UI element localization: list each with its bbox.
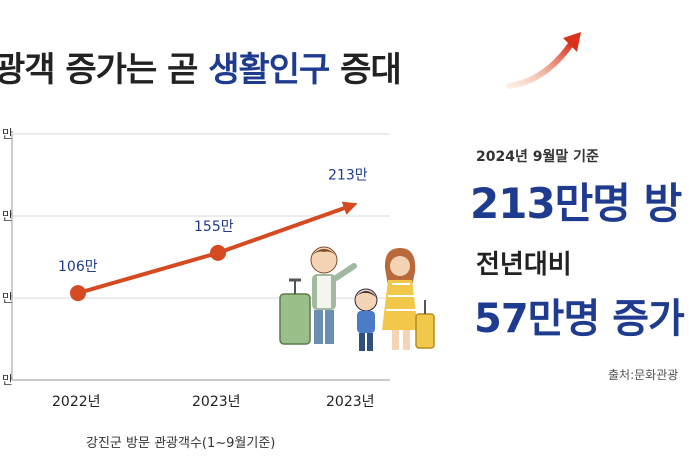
data-label: 106만 (58, 259, 98, 275)
basis-date: 2024년 9월말 기준 (476, 149, 599, 165)
data-label: 213만 (328, 167, 368, 183)
family-travel-illustration (272, 246, 442, 386)
data-point (70, 285, 86, 302)
chart-caption: 강진군 방문 관광객수(1~9월기준) (86, 436, 276, 451)
y-tick-label: 만 (2, 373, 13, 387)
trend-up-arrow-icon (506, 32, 581, 89)
yoy-label: 전년대비 (476, 250, 572, 280)
data-point (210, 244, 226, 261)
visitor-total-number: 213 (470, 179, 556, 228)
x-tick-label: 2023년 (326, 394, 375, 410)
x-tick-label: 2023년 (192, 394, 241, 410)
y-tick-label: 만 (2, 209, 13, 223)
title-part-1: 광객 증가는 곧 (0, 50, 209, 90)
visitor-total: 213만명 방 (470, 170, 683, 231)
source-note: 출처:문화관광 (608, 368, 679, 382)
arrowhead-icon (341, 201, 358, 215)
data-label: 155만 (194, 219, 234, 235)
yoy-increase: 57만명 증가 (474, 296, 685, 342)
x-tick-label: 2022년 (52, 394, 101, 410)
title-part-3: 증대 (329, 50, 402, 90)
visitor-total-unit: 만명 방 (554, 179, 683, 228)
title-highlight: 생활인구 (208, 50, 330, 90)
y-tick-label: 만 (2, 127, 13, 141)
page-title: 광객 증가는 곧 생활인구 증대 (0, 42, 402, 91)
y-tick-label: 만 (2, 291, 13, 305)
headline: 광객 증가는 곧 생활인구 증대 (0, 0, 700, 110)
